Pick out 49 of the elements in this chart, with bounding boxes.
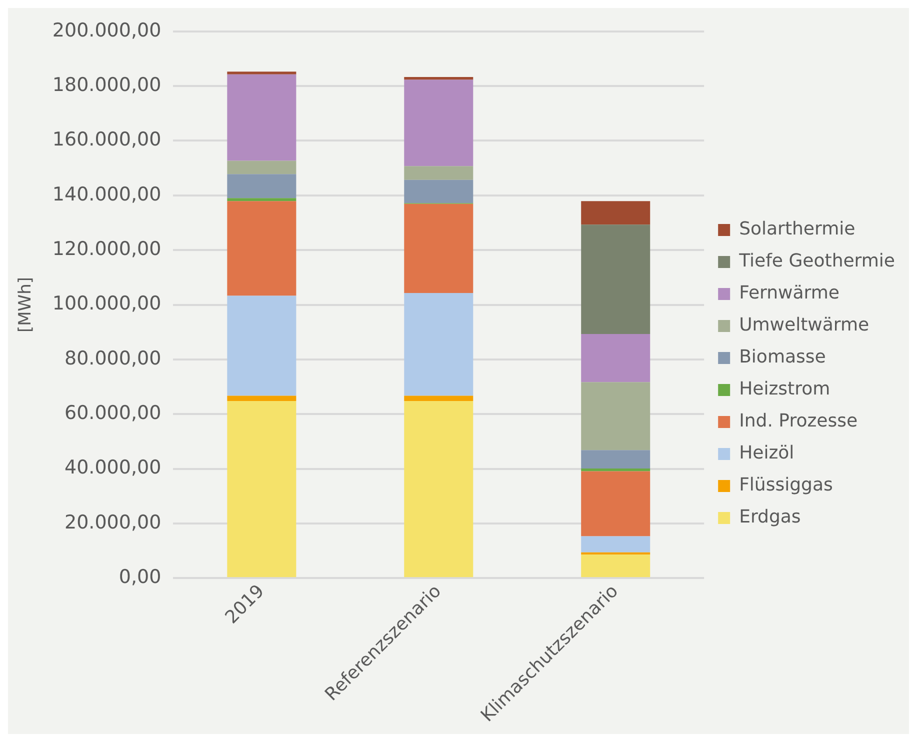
- bar: [581, 554, 650, 578]
- bar: [227, 72, 296, 74]
- bar: [404, 166, 474, 180]
- legend-label: Solarthermie: [739, 218, 856, 240]
- bar: [581, 468, 650, 472]
- y-tick-label: 20.000,00: [64, 511, 162, 534]
- bar: [404, 293, 474, 396]
- legend-label: Flüssiggas: [739, 474, 833, 496]
- y-tick-label: 100.000,00: [52, 292, 162, 315]
- bar: [227, 201, 296, 296]
- bar: [227, 74, 296, 161]
- y-tick-label: 200.000,00: [52, 19, 162, 42]
- bar: [227, 160, 296, 174]
- bar: [404, 204, 474, 293]
- bar: [404, 180, 474, 204]
- legend-label: Heizöl: [739, 442, 794, 464]
- bar: [581, 450, 650, 468]
- bar: [581, 552, 650, 555]
- bar: [581, 334, 650, 382]
- bar: [404, 396, 474, 401]
- bar: [227, 400, 296, 578]
- y-axis-title: [MWh]: [16, 276, 36, 333]
- bar: [581, 471, 650, 536]
- legend-label: Biomasse: [739, 346, 826, 368]
- y-tick-label: 40.000,00: [64, 456, 162, 479]
- bar: [404, 77, 474, 80]
- y-tick-label: 80.000,00: [64, 347, 162, 370]
- bar: [227, 296, 296, 396]
- legend-label: Tiefe Geothermie: [738, 250, 896, 272]
- y-tick-label: 160.000,00: [52, 128, 162, 151]
- bar: [227, 174, 296, 198]
- y-tick-label: 0,00: [118, 566, 162, 588]
- y-tick-label: 140.000,00: [52, 183, 162, 206]
- bar: [581, 382, 650, 450]
- bar: [227, 198, 296, 202]
- bar: [581, 201, 650, 225]
- bar: [581, 224, 650, 334]
- y-tick-label: 120.000,00: [52, 238, 162, 260]
- legend-label: Heizstrom: [739, 378, 830, 400]
- legend-label: Fernwärme: [739, 282, 840, 304]
- bar: [227, 396, 296, 401]
- y-tick-label: 180.000,00: [52, 74, 162, 96]
- legend-label: Ind. Prozesse: [739, 410, 858, 432]
- bar: [581, 536, 650, 552]
- legend-label: Erdgas: [739, 506, 801, 528]
- bar: [404, 400, 474, 578]
- legend-label: Umweltwärme: [739, 314, 870, 336]
- y-tick-label: 60.000,00: [64, 402, 162, 424]
- bar: [404, 80, 474, 166]
